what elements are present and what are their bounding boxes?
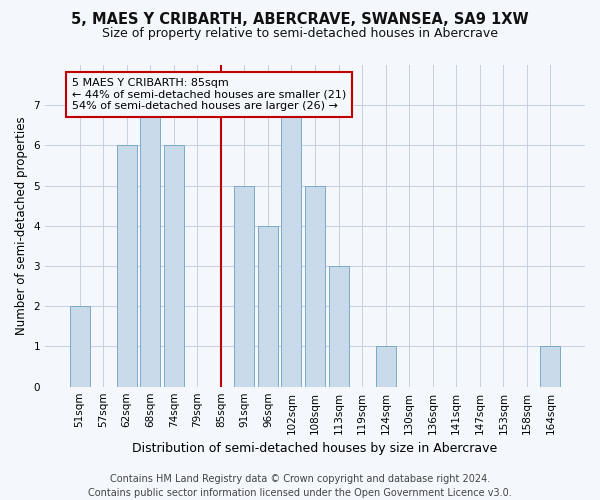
Bar — [281, 105, 301, 386]
Bar — [541, 346, 560, 387]
Bar — [140, 105, 160, 386]
Bar — [376, 346, 395, 387]
Text: 5, MAES Y CRIBARTH, ABERCRAVE, SWANSEA, SA9 1XW: 5, MAES Y CRIBARTH, ABERCRAVE, SWANSEA, … — [71, 12, 529, 28]
Bar — [258, 226, 278, 386]
Bar — [164, 146, 184, 386]
Bar — [70, 306, 89, 386]
Y-axis label: Number of semi-detached properties: Number of semi-detached properties — [15, 116, 28, 335]
Text: Contains HM Land Registry data © Crown copyright and database right 2024.
Contai: Contains HM Land Registry data © Crown c… — [88, 474, 512, 498]
Bar — [116, 146, 137, 386]
Bar — [329, 266, 349, 386]
Bar — [235, 186, 254, 386]
Text: Size of property relative to semi-detached houses in Abercrave: Size of property relative to semi-detach… — [102, 28, 498, 40]
Bar — [305, 186, 325, 386]
X-axis label: Distribution of semi-detached houses by size in Abercrave: Distribution of semi-detached houses by … — [133, 442, 497, 455]
Text: 5 MAES Y CRIBARTH: 85sqm
← 44% of semi-detached houses are smaller (21)
54% of s: 5 MAES Y CRIBARTH: 85sqm ← 44% of semi-d… — [72, 78, 346, 111]
